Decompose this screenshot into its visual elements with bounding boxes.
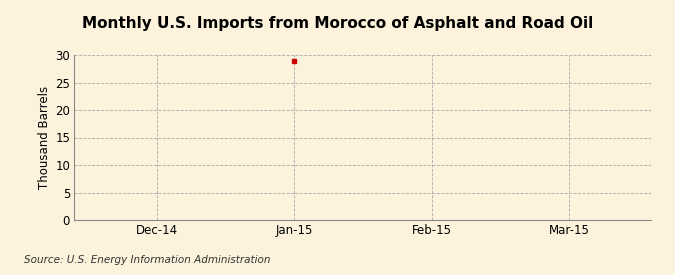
- Text: Monthly U.S. Imports from Morocco of Asphalt and Road Oil: Monthly U.S. Imports from Morocco of Asp…: [82, 16, 593, 31]
- Text: Source: U.S. Energy Information Administration: Source: U.S. Energy Information Administ…: [24, 255, 270, 265]
- Y-axis label: Thousand Barrels: Thousand Barrels: [38, 86, 51, 189]
